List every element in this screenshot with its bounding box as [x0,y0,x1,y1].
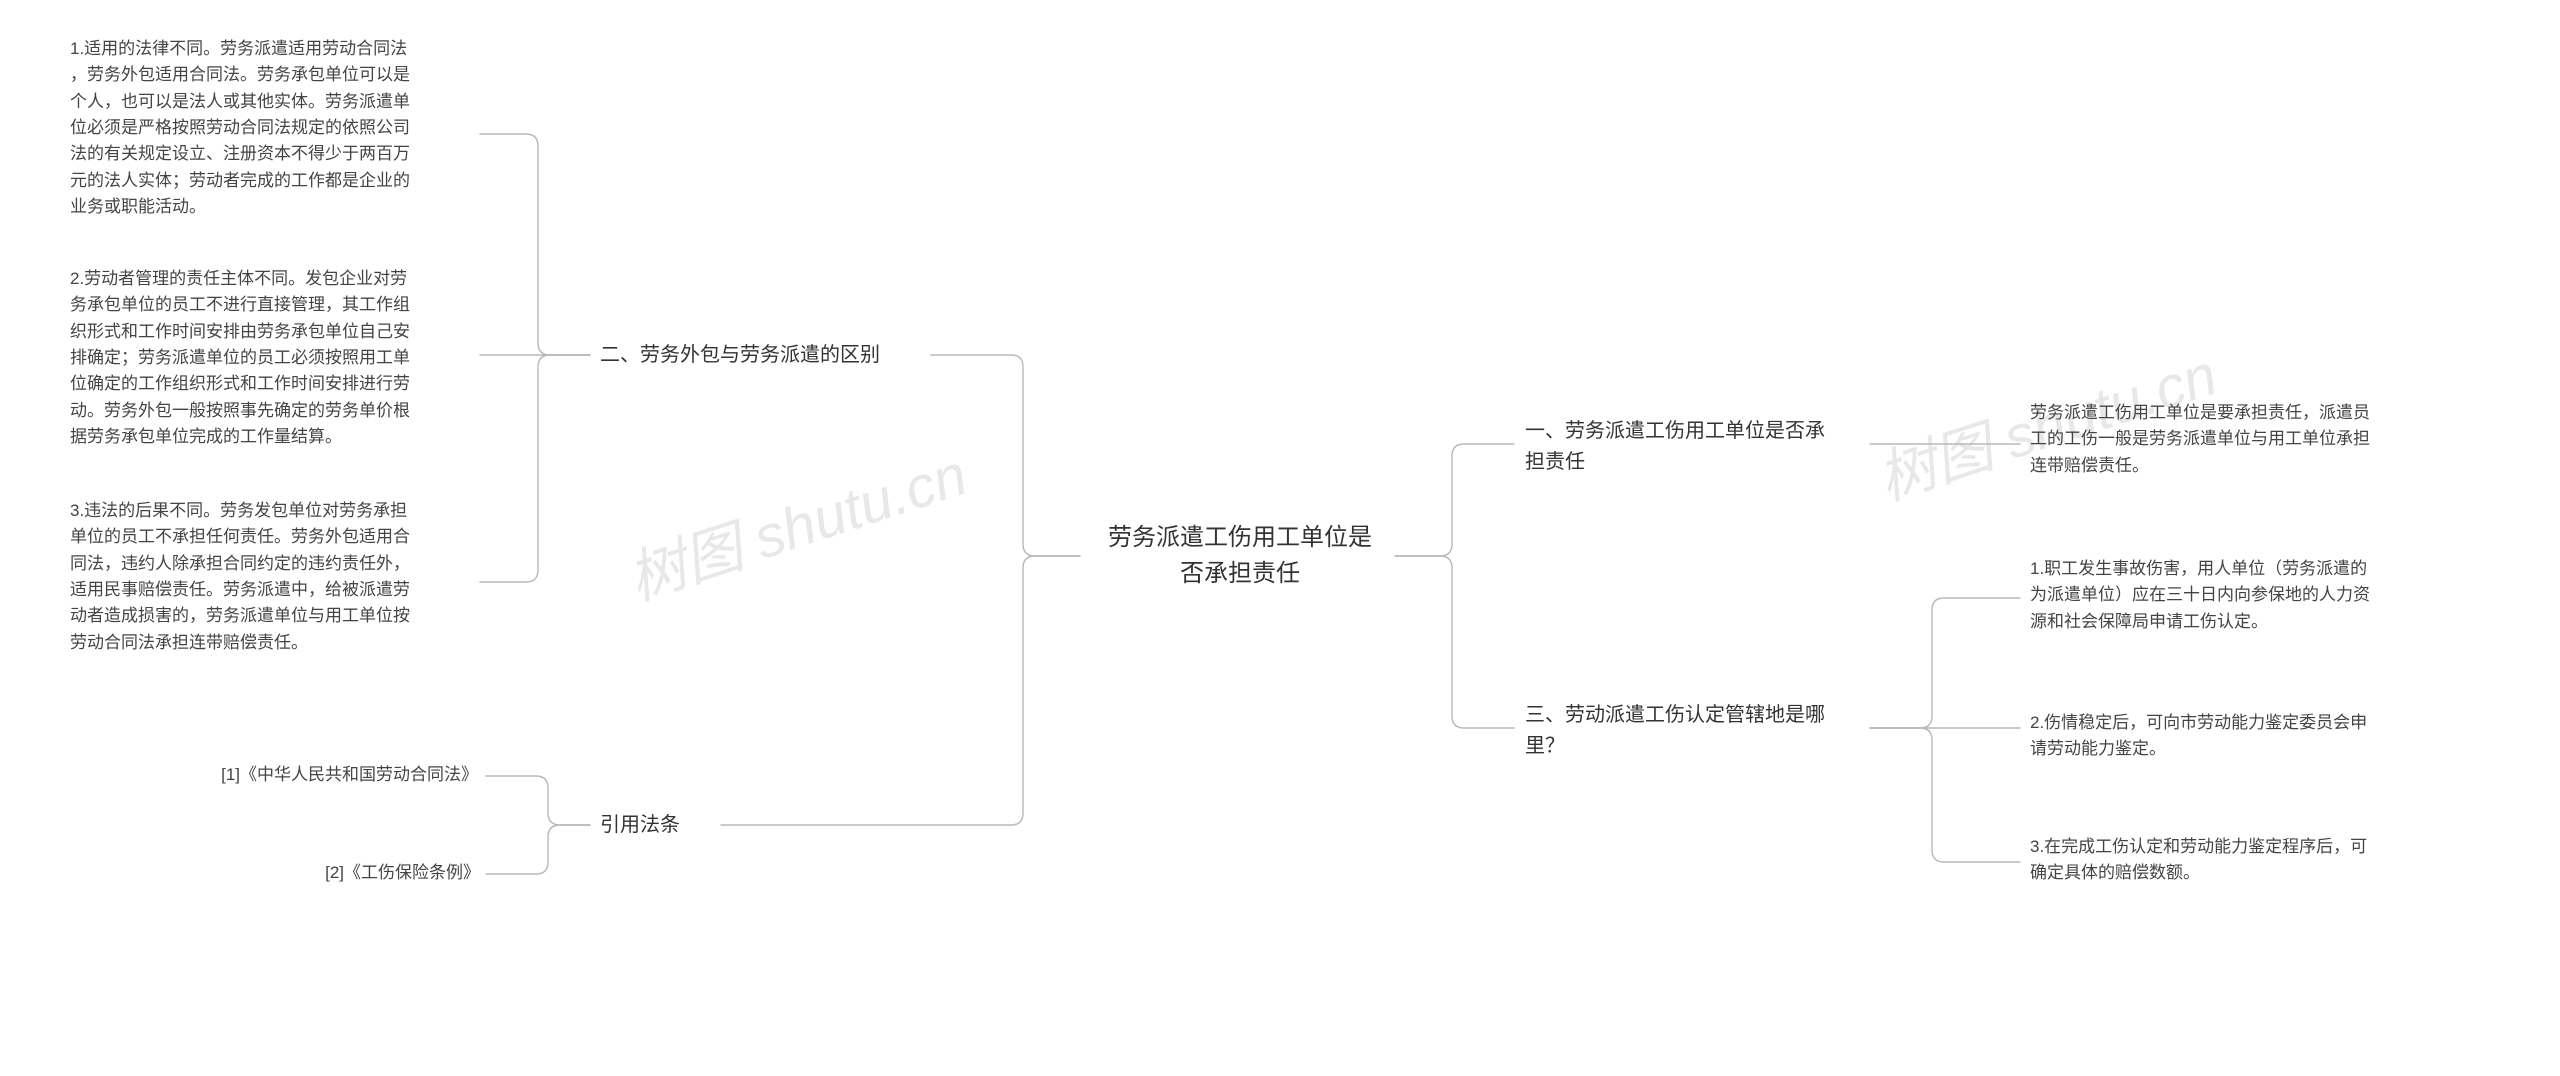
mindmap-root: 劳务派遣工伤用工单位是 否承担责任 [1090,520,1390,592]
leaf-b2c2: 2.劳动者管理的责任主体不同。发包企业对劳 务承包单位的员工不进行直接管理，其工… [70,266,470,450]
leaf-b4c2: [2]《工伤保险条例》 [290,860,480,886]
watermark: 树图 shutu.cn [616,428,976,616]
leaf-b3c3: 3.在完成工伤认定和劳动能力鉴定程序后，可 确定具体的赔偿数额。 [2030,834,2430,887]
branch-b4: 引用法条 [600,810,720,841]
leaf-b3c2: 2.伤情稳定后，可向市劳动能力鉴定委员会申 请劳动能力鉴定。 [2030,710,2430,763]
leaf-b2c3: 3.违法的后果不同。劳务发包单位对劳务承担 单位的员工不承担任何责任。劳务外包适… [70,498,470,656]
leaf-b2c1: 1.适用的法律不同。劳务派遣适用劳动合同法 ，劳务外包适用合同法。劳务承包单位可… [70,36,470,220]
branch-b1: 一、劳务派遣工伤用工单位是否承 担责任 [1525,416,1865,478]
leaf-b1c1: 劳务派遣工伤用工单位是要承担责任，派遣员 工的工伤一般是劳务派遣单位与用工单位承… [2030,400,2430,479]
leaf-b4c1: [1]《中华人民共和国劳动合同法》 [168,762,478,788]
branch-b3: 三、劳动派遣工伤认定管辖地是哪 里？ [1525,700,1865,762]
leaf-b3c1: 1.职工发生事故伤害，用人单位（劳务派遣的 为派遣单位）应在三十日内向参保地的人… [2030,556,2430,635]
branch-b2: 二、劳务外包与劳务派遣的区别 [600,340,920,371]
